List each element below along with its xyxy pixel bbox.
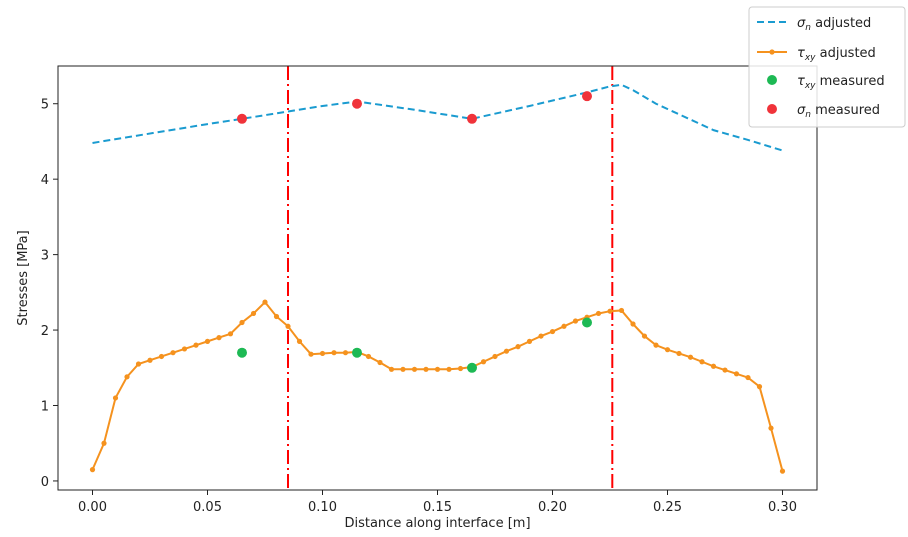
legend-label: τxy adjusted — [797, 46, 876, 63]
data-point-xy-adjusted — [446, 366, 452, 372]
data-point-xy-adjusted — [561, 323, 567, 329]
data-point-xy-adjusted — [434, 366, 441, 372]
x-tick-label: 0.00 — [78, 500, 107, 515]
data-point-xy-adjusted — [572, 318, 579, 324]
data-point-n-measured — [582, 91, 592, 102]
x-tick-label: 0.15 — [423, 500, 452, 515]
y-tick-label: 1 — [41, 400, 49, 415]
data-point-xy-adjusted — [170, 350, 176, 356]
x-axis-label: Distance along interface [m] — [344, 516, 530, 531]
data-point-xy-adjusted — [204, 338, 211, 344]
data-point-xy-adjusted — [308, 351, 314, 357]
data-point-xy-adjusted — [676, 350, 682, 357]
data-point-xy-adjusted — [239, 319, 245, 326]
x-tick-label: 0.30 — [768, 500, 797, 515]
legend-frame — [748, 6, 906, 128]
data-point-xy-adjusted — [745, 374, 751, 381]
legend-label: σn adjusted — [797, 16, 871, 33]
data-point-xy-adjusted — [733, 371, 740, 377]
legend-swatch-marker — [767, 104, 777, 114]
data-point-xy-adjusted — [227, 331, 234, 337]
data-point-xy-adjusted — [653, 342, 659, 348]
data-point-xy-adjusted — [89, 467, 96, 473]
series-line-n-adjusted — [92, 83, 783, 152]
legend: σn adjusted τxy adjusted τxy measured σn me… — [748, 6, 906, 128]
y-axis-ticks: 0 1 2 3 4 5 — [41, 98, 58, 490]
legend-label: σn measured — [797, 103, 880, 120]
data-point-xy-adjusted — [538, 333, 544, 339]
data-point-xy-adjusted — [526, 338, 533, 344]
legend-label: τxy measured — [797, 74, 885, 91]
data-point-xy-adjusted — [377, 359, 383, 366]
data-point-xy-measured — [352, 347, 362, 358]
y-axis-label: Stresses [MPa] — [16, 230, 31, 325]
data-point-xy-adjusted — [158, 353, 165, 360]
data-point-xy-adjusted — [722, 367, 728, 373]
data-point-xy-adjusted — [400, 366, 406, 372]
plot-layer — [89, 66, 786, 490]
x-tick-label: 0.20 — [538, 500, 567, 515]
data-point-xy-adjusted — [262, 299, 268, 305]
data-point-xy-adjusted — [595, 310, 602, 317]
data-point-xy-adjusted — [124, 374, 130, 380]
data-point-xy-adjusted — [641, 333, 648, 339]
data-point-xy-adjusted — [549, 328, 556, 335]
data-point-xy-adjusted — [457, 365, 464, 372]
data-point-xy-adjusted — [492, 353, 498, 360]
data-point-xy-adjusted — [250, 310, 257, 317]
x-tick-label: 0.10 — [308, 500, 337, 515]
data-point-xy-measured — [467, 362, 477, 373]
data-point-xy-adjusted — [296, 338, 303, 344]
data-point-xy-adjusted — [216, 335, 222, 341]
data-point-n-measured — [467, 113, 477, 124]
data-point-n-measured — [352, 98, 362, 109]
data-point-xy-adjusted — [515, 344, 521, 350]
data-point-xy-adjusted — [664, 347, 671, 353]
data-point-xy-adjusted — [319, 350, 326, 357]
series-line-xy-adjusted — [91, 300, 784, 472]
data-point-xy-adjusted — [101, 440, 107, 446]
y-tick-label: 3 — [41, 249, 49, 264]
data-point-xy-adjusted — [181, 346, 188, 352]
x-axis-ticks: 0.00 0.05 0.10 0.15 0.20 0.25 0.30 — [78, 490, 797, 515]
data-point-xy-adjusted — [147, 357, 153, 363]
data-point-xy-adjusted — [365, 353, 372, 360]
data-point-xy-adjusted — [607, 308, 613, 314]
data-point-xy-adjusted — [630, 321, 636, 327]
data-point-xy-adjusted — [411, 366, 418, 372]
x-tick-label: 0.05 — [193, 500, 222, 515]
x-tick-label: 0.25 — [653, 500, 682, 515]
data-point-xy-adjusted — [768, 425, 774, 431]
data-point-xy-adjusted — [480, 359, 487, 365]
data-point-xy-adjusted — [342, 350, 349, 356]
data-point-xy-adjusted — [112, 395, 119, 401]
data-point-xy-adjusted — [273, 313, 280, 320]
data-point-xy-measured — [237, 347, 247, 358]
legend-swatch-marker — [769, 49, 775, 55]
data-point-xy-adjusted — [331, 350, 337, 356]
y-tick-label: 5 — [41, 98, 49, 113]
data-point-xy-adjusted — [699, 359, 705, 365]
data-point-xy-adjusted — [710, 363, 717, 369]
data-point-xy-adjusted — [503, 348, 510, 354]
data-point-xy-adjusted — [756, 384, 763, 390]
data-point-xy-adjusted — [618, 307, 625, 314]
y-tick-label: 2 — [41, 324, 49, 339]
legend-swatch-marker — [767, 75, 777, 85]
data-point-xy-measured — [582, 317, 592, 328]
data-point-xy-adjusted — [193, 342, 199, 348]
data-point-n-measured — [237, 113, 247, 124]
data-point-xy-adjusted — [423, 366, 429, 372]
data-point-xy-adjusted — [687, 354, 694, 360]
y-tick-label: 0 — [41, 475, 49, 490]
data-point-xy-adjusted — [779, 468, 786, 474]
data-point-xy-adjusted — [135, 361, 142, 367]
data-point-xy-adjusted — [388, 366, 395, 372]
data-point-xy-adjusted — [285, 323, 291, 329]
y-tick-label: 4 — [41, 173, 49, 188]
